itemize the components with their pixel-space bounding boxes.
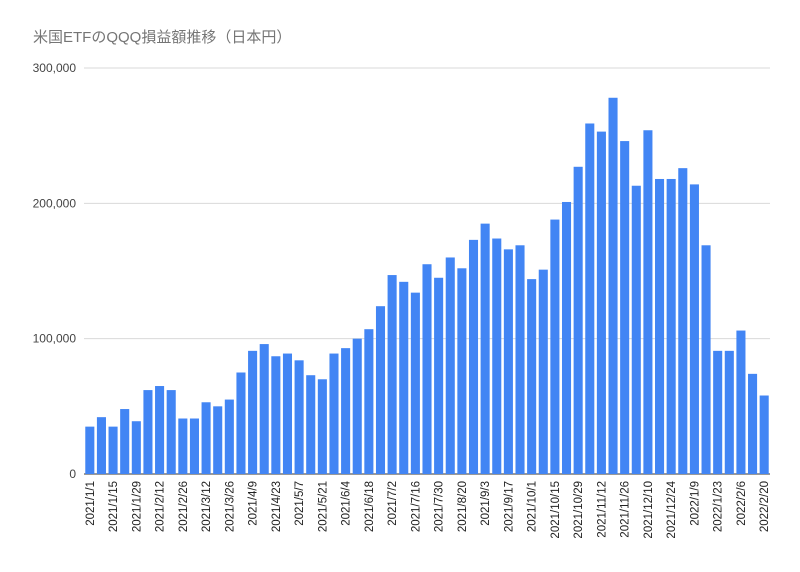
x-tick-label: 2021/2/12 bbox=[155, 481, 167, 532]
x-tick-label: 2021/10/1 bbox=[527, 481, 539, 532]
x-tick-label: 2021/3/26 bbox=[224, 481, 236, 532]
bar bbox=[538, 269, 548, 474]
bar bbox=[596, 131, 606, 475]
x-tick-label: 2021/1/29 bbox=[131, 481, 143, 532]
bar bbox=[724, 350, 734, 474]
bar bbox=[375, 306, 386, 474]
x-tick-label: 2021/4/9 bbox=[248, 481, 260, 526]
bar bbox=[561, 201, 572, 475]
bar bbox=[364, 329, 374, 474]
x-tick-label: 2021/12/24 bbox=[666, 480, 678, 538]
bar bbox=[329, 353, 339, 474]
x-tick-label: 2021/6/4 bbox=[341, 480, 353, 525]
x-tick-label: 2022/2/20 bbox=[759, 481, 771, 532]
bar bbox=[178, 418, 188, 474]
bar bbox=[422, 264, 432, 474]
bar bbox=[457, 268, 467, 474]
bar bbox=[294, 360, 304, 474]
bar bbox=[445, 257, 455, 474]
x-tick-label: 2021/5/21 bbox=[317, 481, 329, 532]
bar bbox=[608, 97, 618, 475]
x-tick-label: 2021/3/12 bbox=[201, 481, 213, 532]
x-tick-label: 2021/9/17 bbox=[503, 481, 515, 532]
bar bbox=[631, 185, 641, 475]
x-tick-label: 2021/11/12 bbox=[596, 481, 608, 538]
x-tick-label: 2021/2/26 bbox=[178, 481, 190, 532]
bar bbox=[620, 141, 630, 474]
bar bbox=[201, 402, 211, 474]
bar bbox=[96, 417, 106, 474]
bar bbox=[155, 386, 165, 474]
x-tick-label: 2021/1/1 bbox=[85, 481, 97, 526]
y-tick-label: 200,000 bbox=[33, 196, 77, 210]
bar bbox=[666, 178, 676, 474]
bar bbox=[306, 375, 316, 474]
x-tick-label: 2022/2/6 bbox=[736, 481, 748, 526]
x-tick-label: 2021/8/20 bbox=[457, 481, 469, 532]
bar bbox=[213, 406, 223, 474]
bar bbox=[236, 372, 246, 474]
bar bbox=[120, 409, 130, 474]
bar bbox=[503, 249, 513, 474]
bar bbox=[271, 356, 281, 474]
bar bbox=[736, 330, 746, 474]
bar bbox=[492, 238, 502, 474]
x-tick-label: 2021/6/18 bbox=[364, 481, 376, 532]
x-tick-label: 2021/10/15 bbox=[550, 481, 562, 539]
x-tick-label: 2022/1/9 bbox=[689, 481, 701, 526]
x-tick-label: 2021/10/29 bbox=[573, 481, 585, 539]
x-tick-label: 2021/7/16 bbox=[410, 481, 422, 532]
bar bbox=[701, 245, 711, 474]
x-tick-label: 2022/1/23 bbox=[713, 481, 725, 532]
bar bbox=[131, 421, 141, 474]
bar bbox=[689, 184, 699, 474]
bar bbox=[655, 178, 665, 474]
x-tick-label: 2021/11/26 bbox=[620, 481, 632, 538]
bar bbox=[515, 245, 525, 474]
x-tick-label: 2021/7/2 bbox=[387, 481, 399, 526]
x-tick-label: 2021/7/30 bbox=[434, 481, 446, 532]
y-tick-label: 300,000 bbox=[33, 61, 77, 75]
y-tick-label: 0 bbox=[69, 467, 76, 481]
bar bbox=[573, 166, 583, 475]
bar bbox=[468, 239, 479, 474]
chart-title: 米国ETFのQQQ損益額推移（日本円） bbox=[33, 29, 292, 46]
bar bbox=[248, 350, 258, 474]
bar bbox=[759, 395, 769, 474]
bar bbox=[143, 390, 153, 474]
bar bbox=[85, 426, 95, 474]
bar bbox=[399, 281, 409, 474]
bar bbox=[713, 350, 723, 474]
bar bbox=[748, 373, 758, 474]
bar bbox=[480, 223, 490, 474]
bar bbox=[434, 277, 444, 474]
bar bbox=[410, 292, 420, 474]
bar bbox=[341, 348, 351, 474]
bar bbox=[387, 275, 397, 474]
bar bbox=[643, 130, 653, 474]
bar bbox=[259, 344, 269, 474]
bar bbox=[678, 168, 688, 474]
bar bbox=[282, 353, 293, 474]
bar bbox=[317, 379, 327, 474]
bar bbox=[189, 418, 199, 474]
bar bbox=[585, 123, 595, 475]
x-tick-label: 2021/4/23 bbox=[271, 481, 283, 532]
bar bbox=[224, 399, 234, 474]
bar bbox=[550, 219, 560, 474]
x-tick-label: 2021/5/7 bbox=[294, 481, 306, 526]
bar bbox=[108, 426, 118, 474]
x-tick-label: 2021/9/3 bbox=[480, 481, 492, 526]
x-tick-label: 2021/1/15 bbox=[108, 481, 120, 532]
bar bbox=[352, 338, 362, 474]
bar bbox=[166, 390, 176, 474]
bar bbox=[527, 279, 537, 474]
y-tick-label: 100,000 bbox=[33, 332, 77, 346]
x-tick-label: 2021/12/10 bbox=[643, 481, 655, 539]
